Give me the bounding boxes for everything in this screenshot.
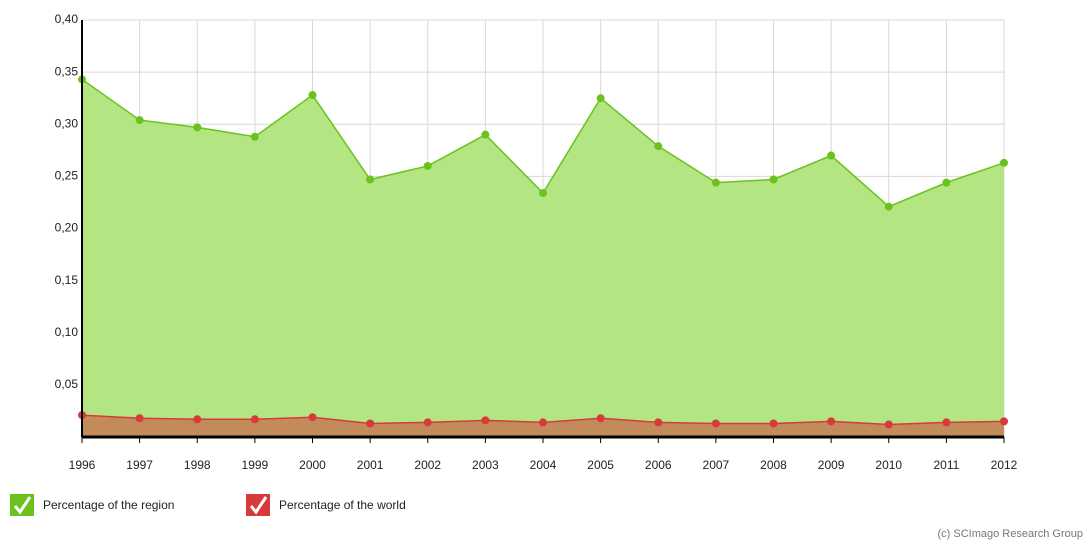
x-tick-label: 1999 bbox=[242, 458, 269, 472]
y-tick-label: 0,30 bbox=[55, 116, 79, 130]
x-tick-label: 1996 bbox=[69, 458, 96, 472]
data-point bbox=[250, 415, 259, 424]
x-tick-label: 2010 bbox=[875, 458, 902, 472]
data-point bbox=[884, 202, 893, 211]
data-point bbox=[711, 419, 720, 428]
data-point bbox=[423, 161, 432, 170]
x-tick-label: 2009 bbox=[818, 458, 845, 472]
data-point bbox=[423, 418, 432, 427]
data-point bbox=[827, 151, 836, 160]
data-point bbox=[884, 420, 893, 429]
x-tick-label: 1997 bbox=[126, 458, 153, 472]
y-tick-label: 0,05 bbox=[55, 377, 79, 391]
x-tick-label: 2003 bbox=[472, 458, 499, 472]
x-tick-label: 2002 bbox=[414, 458, 441, 472]
area-fill bbox=[82, 79, 1004, 438]
x-tick-label: 2001 bbox=[357, 458, 384, 472]
legend-label: Percentage of the world bbox=[279, 498, 406, 512]
credit: (c) SCImago Research Group bbox=[938, 528, 1084, 540]
data-point bbox=[481, 416, 490, 425]
x-tick-label: 2000 bbox=[299, 458, 326, 472]
data-point bbox=[193, 415, 202, 424]
y-tick-label: 0,15 bbox=[55, 273, 79, 287]
data-point bbox=[481, 130, 490, 139]
data-point bbox=[654, 142, 663, 151]
y-tick-label: 0,20 bbox=[55, 221, 79, 235]
x-tick-label: 2007 bbox=[703, 458, 730, 472]
data-point bbox=[135, 116, 144, 125]
data-point bbox=[711, 178, 720, 187]
x-tick-label: 2008 bbox=[760, 458, 787, 472]
x-tick-label: 2005 bbox=[587, 458, 614, 472]
data-point bbox=[596, 414, 605, 423]
data-point bbox=[654, 418, 663, 427]
data-point bbox=[596, 94, 605, 103]
legend-item[interactable]: Percentage of the region bbox=[10, 494, 174, 516]
data-point bbox=[942, 418, 951, 427]
x-tick-label: 2012 bbox=[991, 458, 1018, 472]
data-point bbox=[135, 414, 144, 423]
legend-check bbox=[13, 496, 32, 515]
data-point bbox=[1000, 417, 1008, 426]
data-point bbox=[193, 123, 202, 132]
legend-label: Percentage of the region bbox=[43, 498, 174, 512]
data-point bbox=[769, 175, 778, 184]
data-point bbox=[366, 175, 375, 184]
x-tick-label: 2011 bbox=[933, 458, 959, 472]
x-tick-label: 1998 bbox=[184, 458, 211, 472]
data-point bbox=[539, 189, 547, 198]
y-tick-label: 0,10 bbox=[55, 325, 79, 339]
x-tick-label: 2004 bbox=[530, 458, 557, 472]
data-point bbox=[250, 132, 259, 141]
y-tick-label: 0,40 bbox=[55, 12, 79, 26]
y-tick-label: 0,25 bbox=[55, 169, 79, 183]
data-point bbox=[769, 419, 778, 428]
x-tick-label: 2006 bbox=[645, 458, 672, 472]
data-point bbox=[942, 178, 951, 187]
y-tick-label: 0,35 bbox=[55, 64, 79, 78]
data-point bbox=[308, 413, 317, 422]
data-point bbox=[366, 419, 375, 428]
data-point bbox=[308, 91, 317, 100]
legend-item[interactable]: Percentage of the world bbox=[246, 494, 406, 516]
data-point bbox=[539, 418, 547, 427]
data-point bbox=[1000, 158, 1008, 167]
legend-check bbox=[249, 496, 268, 515]
data-point bbox=[827, 417, 836, 426]
